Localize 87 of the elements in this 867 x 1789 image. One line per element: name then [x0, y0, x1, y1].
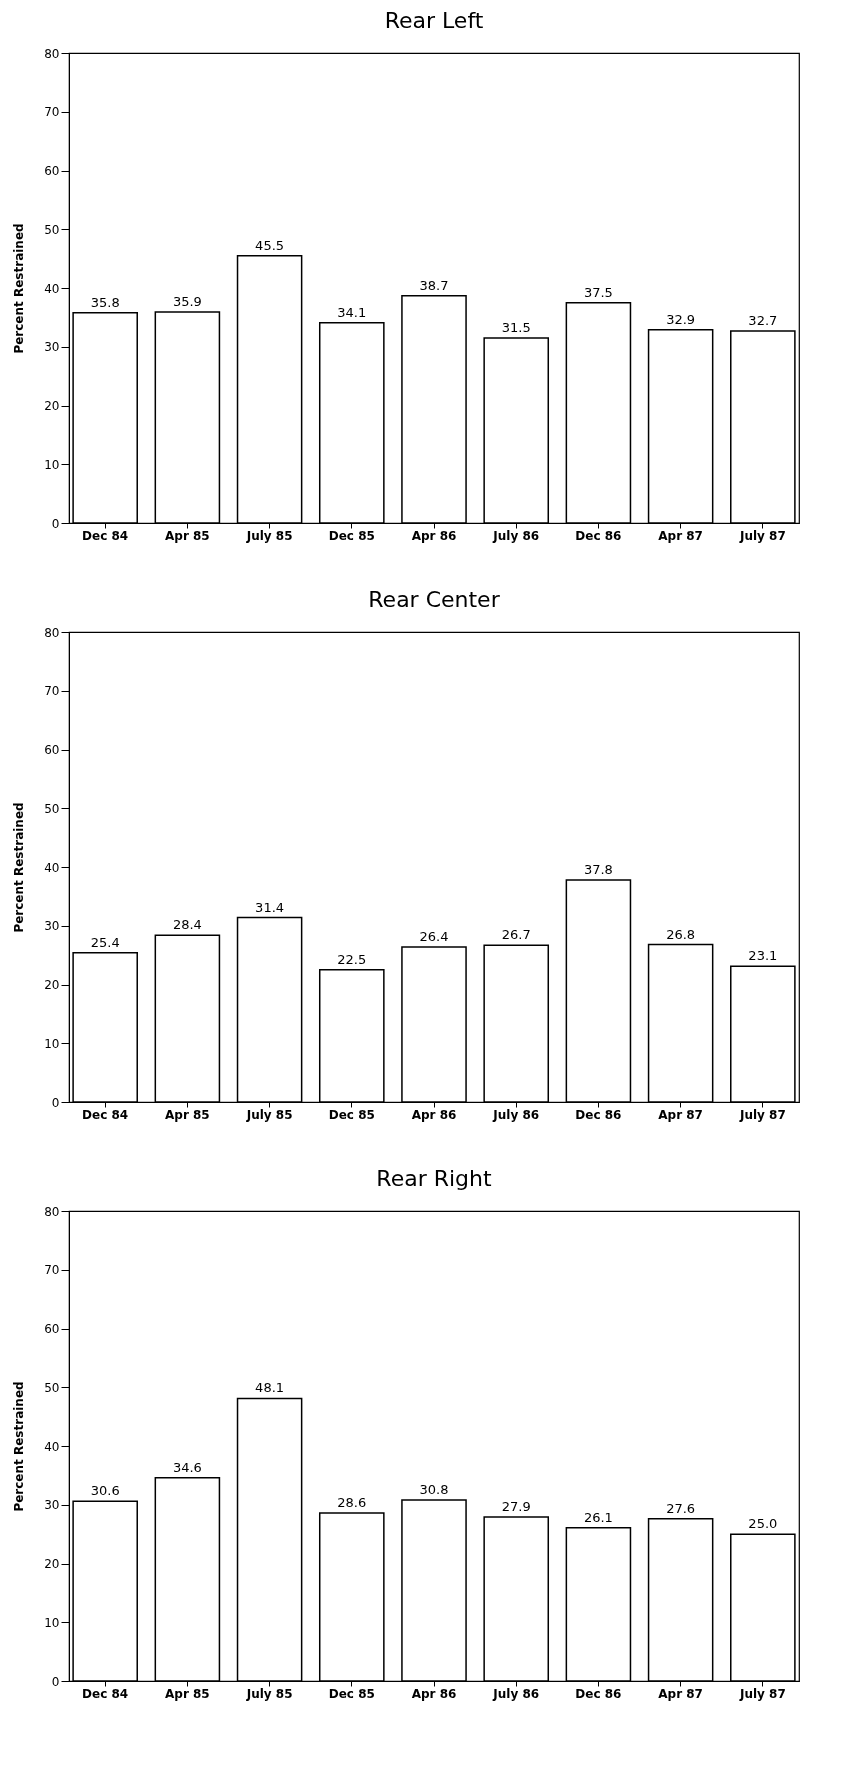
x-tick-label: July 86: [492, 1686, 540, 1701]
x-tick-label: July 86: [492, 1107, 540, 1122]
y-tick-label: 20: [44, 1557, 60, 1571]
x-tick-label: Apr 85: [165, 1686, 210, 1701]
y-tick-label: 60: [44, 164, 60, 178]
data-label: 31.4: [255, 899, 285, 915]
y-tick-label: 60: [44, 1322, 60, 1336]
y-tick-label: 10: [44, 1036, 60, 1051]
chart-title: Rear Right: [376, 1166, 493, 1191]
data-label: 28.6: [337, 1494, 367, 1510]
data-label: 35.9: [172, 294, 202, 310]
y-tick-label: 40: [44, 1439, 60, 1454]
y-tick-label: 10: [44, 457, 60, 472]
x-tick-label: Dec 85: [328, 1686, 375, 1701]
y-tick-label: 70: [44, 684, 60, 699]
data-label: 26.7: [501, 927, 531, 943]
data-label: 34.1: [337, 304, 367, 320]
data-label: 31.5: [501, 319, 531, 335]
y-tick-label: 50: [44, 801, 60, 816]
data-label: 38.7: [419, 277, 449, 293]
x-tick-label: Apr 86: [411, 1107, 457, 1122]
x-tick-label: July 85: [245, 1107, 293, 1122]
x-tick-label: Dec 85: [328, 528, 375, 543]
x-tick-label: Dec 84: [82, 1686, 129, 1701]
y-tick-label: 30: [44, 919, 60, 934]
data-label: 37.5: [583, 284, 613, 300]
data-label: 32.7: [748, 312, 778, 328]
x-tick-label: July 86: [492, 528, 540, 543]
x-tick-label: Dec 86: [575, 1107, 622, 1122]
data-label: 48.1: [255, 1380, 285, 1396]
x-tick-label: Apr 85: [165, 1107, 210, 1122]
y-axis-title: Percent Restrained: [12, 223, 27, 354]
y-tick-label: 40: [44, 281, 60, 296]
data-label: 25.0: [748, 1516, 778, 1532]
chart-title: Rear Left: [384, 8, 484, 33]
data-label: 37.8: [583, 861, 613, 877]
y-tick-label: 0: [51, 1674, 60, 1689]
x-tick-label: Apr 87: [658, 1686, 703, 1701]
y-axis-title: Percent Restrained: [12, 1381, 27, 1512]
y-tick-label: 20: [44, 978, 60, 992]
y-tick-label: 0: [51, 516, 60, 531]
x-tick-label: Dec 85: [328, 1107, 375, 1122]
y-tick-label: 10: [44, 1615, 60, 1630]
x-tick-label: Dec 86: [575, 1686, 622, 1701]
data-label: 23.1: [748, 948, 778, 964]
x-tick-label: Dec 84: [82, 528, 129, 543]
data-label: 30.8: [419, 1482, 449, 1498]
y-tick-label: 70: [44, 1263, 60, 1278]
x-tick-label: July 87: [738, 528, 786, 543]
y-tick-label: 80: [44, 625, 60, 640]
x-tick-label: July 85: [245, 528, 293, 543]
x-tick-label: July 87: [738, 1686, 786, 1701]
y-tick-label: 80: [44, 1204, 60, 1219]
data-label: 27.6: [666, 1500, 696, 1516]
x-tick-label: July 87: [738, 1107, 786, 1122]
data-label: 27.9: [501, 1499, 531, 1515]
y-axis-title: Percent Restrained: [12, 802, 27, 933]
y-tick-label: 20: [44, 399, 60, 413]
y-tick-label: 30: [44, 340, 60, 355]
chart-title: Rear Center: [368, 587, 501, 612]
y-tick-label: 70: [44, 105, 60, 120]
data-label: 34.6: [172, 1459, 202, 1475]
y-tick-label: 80: [44, 46, 60, 61]
data-label: 26.8: [666, 926, 696, 942]
y-tick-label: 0: [51, 1095, 60, 1110]
x-tick-label: July 85: [245, 1686, 293, 1701]
y-tick-label: 50: [44, 222, 60, 237]
x-tick-label: Apr 86: [411, 1686, 457, 1701]
x-tick-label: Apr 87: [658, 528, 703, 543]
x-tick-label: Apr 86: [411, 528, 457, 543]
y-tick-label: 30: [44, 1498, 60, 1513]
data-label: 35.8: [90, 294, 120, 310]
data-label: 22.5: [337, 951, 367, 967]
y-tick-label: 60: [44, 743, 60, 757]
x-tick-label: Apr 87: [658, 1107, 703, 1122]
data-label: 32.9: [666, 311, 696, 327]
data-label: 28.4: [172, 917, 202, 933]
y-tick-label: 50: [44, 1380, 60, 1395]
x-tick-label: Dec 84: [82, 1107, 129, 1122]
x-tick-label: Apr 85: [165, 528, 210, 543]
data-label: 25.4: [90, 934, 120, 950]
data-label: 45.5: [255, 237, 285, 253]
data-label: 26.1: [583, 1509, 613, 1525]
data-label: 30.6: [90, 1483, 120, 1499]
data-label: 26.4: [419, 928, 449, 944]
x-tick-label: Dec 86: [575, 528, 622, 543]
y-tick-label: 40: [44, 860, 60, 875]
